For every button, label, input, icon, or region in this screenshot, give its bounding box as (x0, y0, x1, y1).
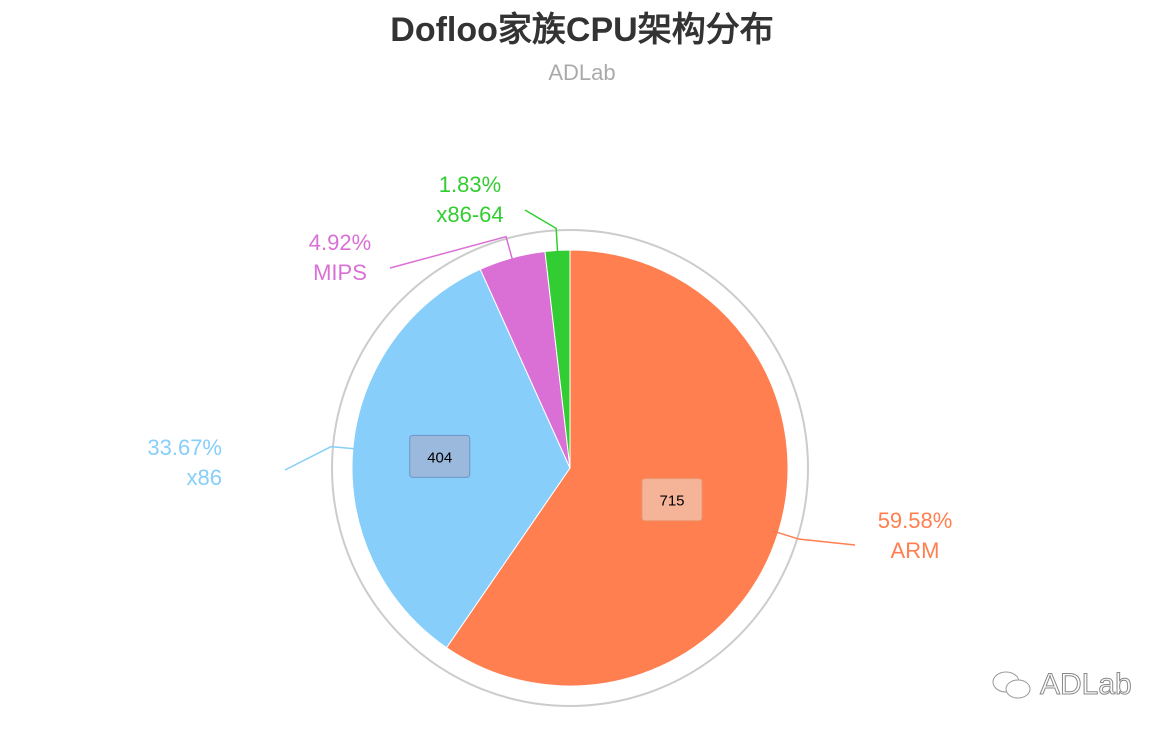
label-line-x86 (284, 445, 363, 471)
percent-label-x86: 33.67% (147, 435, 222, 460)
category-label-arm: ARM (891, 538, 940, 563)
watermark: ADLab (990, 668, 1132, 702)
category-label-x86-64: x86-64 (436, 202, 503, 227)
category-label-mips: MIPS (313, 260, 367, 285)
value-box-x86 (409, 434, 471, 478)
pie-outer-ring (331, 229, 809, 707)
category-label-x86: x86 (187, 465, 222, 490)
label-line-mips (389, 235, 516, 269)
percent-label-x86-64: 1.83% (439, 172, 501, 197)
chart-title: Dofloo家族CPU架构分布 (390, 11, 774, 49)
watermark-text: ADLab (1040, 668, 1133, 702)
value-label-arm: 715 (659, 493, 684, 510)
value-label-x86: 404 (427, 449, 452, 466)
percent-label-mips: 4.92% (309, 230, 371, 255)
wechat-icon (992, 671, 1031, 699)
label-line-x86-64 (524, 209, 559, 261)
value-box-arm (641, 478, 703, 522)
chart-subtitle: ADLab (548, 60, 616, 85)
label-line-arm (768, 528, 856, 546)
percent-label-arm: 59.58% (878, 508, 953, 533)
